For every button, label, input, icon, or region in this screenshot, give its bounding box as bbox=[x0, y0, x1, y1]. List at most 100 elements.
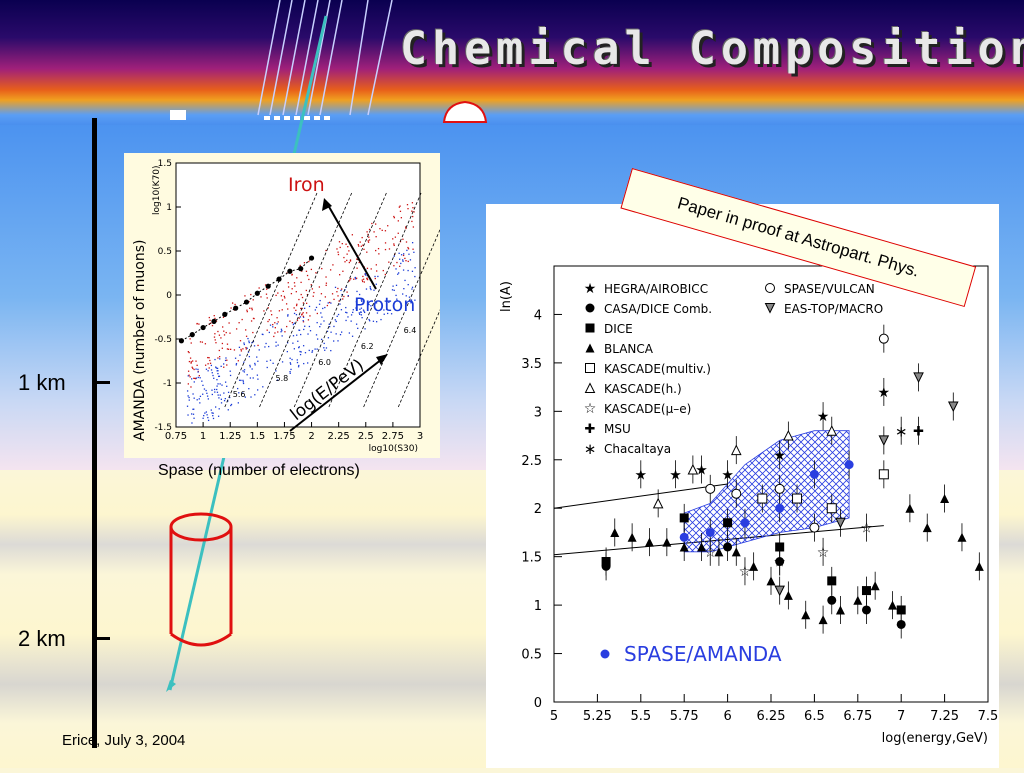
data-point bbox=[818, 615, 828, 625]
iron-point bbox=[227, 348, 230, 350]
iron-point bbox=[315, 272, 317, 274]
proton-point bbox=[186, 390, 189, 392]
inset-plot-frame bbox=[175, 162, 421, 428]
proton-point bbox=[406, 249, 408, 252]
iron-point bbox=[394, 236, 397, 238]
proton-point bbox=[402, 259, 404, 261]
proton-point bbox=[243, 342, 245, 344]
proton-point bbox=[292, 335, 295, 337]
proton-point bbox=[324, 349, 326, 351]
iron-point bbox=[215, 342, 217, 344]
proton-point bbox=[409, 259, 412, 261]
iron-point bbox=[325, 276, 327, 278]
proton-point bbox=[376, 312, 379, 314]
surface-detectors bbox=[170, 110, 330, 120]
iron-point bbox=[225, 331, 227, 334]
proton-point bbox=[205, 368, 208, 370]
proton-point bbox=[269, 359, 272, 361]
proton-point bbox=[340, 289, 342, 292]
data-point bbox=[731, 547, 741, 557]
data-point bbox=[601, 557, 611, 567]
proton-point bbox=[221, 384, 223, 386]
proton-point bbox=[224, 359, 227, 362]
proton-point bbox=[247, 351, 250, 353]
proton-point bbox=[397, 272, 400, 274]
iron-point bbox=[353, 278, 355, 280]
iron-point bbox=[284, 297, 286, 299]
iron-point bbox=[344, 261, 346, 263]
proton-point bbox=[336, 315, 338, 317]
iron-point bbox=[376, 270, 378, 272]
proton-point bbox=[205, 389, 207, 392]
iron-point bbox=[332, 264, 334, 266]
iron-point bbox=[412, 207, 414, 209]
data-point: ∗ bbox=[895, 423, 908, 441]
x-axis-label: log(energy,GeV) bbox=[882, 731, 988, 746]
iron-point bbox=[404, 226, 407, 228]
iron-point bbox=[302, 302, 305, 304]
data-point bbox=[749, 561, 759, 571]
data-point bbox=[861, 586, 871, 596]
inset-y-tick-label: 1 bbox=[166, 203, 172, 213]
energy-arrow bbox=[289, 358, 383, 432]
proton-point bbox=[297, 340, 299, 342]
proton-point bbox=[395, 268, 397, 270]
proton-point bbox=[400, 254, 403, 256]
proton-point bbox=[396, 299, 398, 302]
proton-point bbox=[327, 302, 329, 304]
proton-point bbox=[234, 357, 237, 359]
proton-point bbox=[355, 307, 357, 309]
mean-point bbox=[243, 299, 250, 305]
iron-point bbox=[270, 314, 273, 316]
iron-point bbox=[196, 323, 198, 325]
y-tick-label: 3 bbox=[534, 405, 542, 420]
proton-point bbox=[197, 371, 199, 373]
proton-point bbox=[215, 366, 217, 368]
iron-point bbox=[287, 286, 290, 288]
proton-point bbox=[224, 381, 227, 383]
data-point: ★ bbox=[773, 448, 786, 464]
inset-y-tick-label: -0.5 bbox=[154, 335, 172, 345]
iron-point bbox=[290, 292, 293, 295]
proton-point bbox=[207, 370, 209, 372]
data-point bbox=[844, 460, 854, 470]
proton-point bbox=[399, 258, 401, 260]
proton-point bbox=[411, 242, 414, 244]
proton-point bbox=[389, 300, 391, 302]
iron-point bbox=[325, 249, 327, 252]
proton-point bbox=[364, 274, 367, 276]
proton-point bbox=[354, 277, 356, 279]
proton-point bbox=[304, 325, 306, 327]
proton-point bbox=[314, 309, 317, 311]
legend-label: KASCADE(h.) bbox=[604, 382, 682, 396]
iron-point bbox=[368, 236, 370, 238]
iron-label: Iron bbox=[288, 174, 325, 196]
proton-point bbox=[220, 402, 223, 404]
proton-point bbox=[346, 312, 348, 314]
iron-point bbox=[220, 337, 222, 339]
energy-line bbox=[293, 192, 387, 408]
legend-marker bbox=[585, 343, 595, 353]
proton-point bbox=[374, 275, 376, 278]
proton-point bbox=[411, 286, 414, 288]
iron-point bbox=[213, 314, 215, 317]
proton-point bbox=[280, 328, 283, 330]
mean-point bbox=[276, 276, 282, 282]
proton-point bbox=[229, 370, 231, 372]
proton-point bbox=[218, 397, 220, 399]
proton-point bbox=[211, 412, 213, 414]
iron-point bbox=[324, 296, 327, 298]
iron-point bbox=[214, 339, 216, 341]
iron-point bbox=[405, 241, 408, 243]
iron-point bbox=[245, 329, 247, 331]
proton-point bbox=[300, 333, 302, 336]
proton-point bbox=[219, 383, 221, 385]
proton-point bbox=[318, 303, 321, 305]
iron-point bbox=[231, 302, 234, 304]
proton-point bbox=[193, 397, 195, 399]
iron-point bbox=[299, 264, 301, 267]
iron-point bbox=[393, 244, 395, 247]
proton-point bbox=[358, 312, 360, 314]
proton-point bbox=[268, 345, 270, 348]
proton-point bbox=[361, 317, 363, 319]
